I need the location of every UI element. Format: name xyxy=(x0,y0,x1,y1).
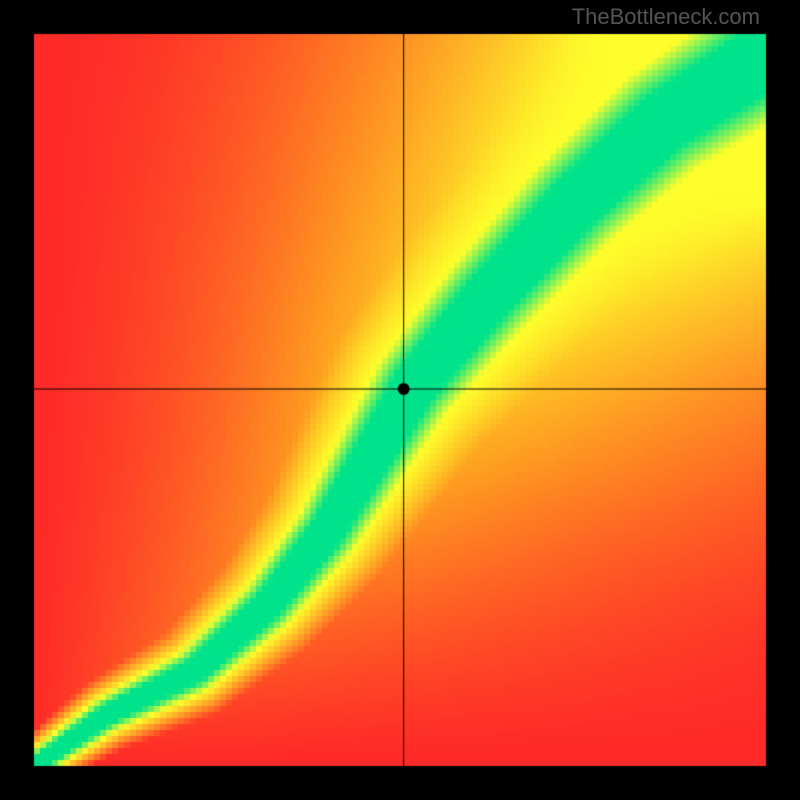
bottleneck-heatmap xyxy=(0,0,800,800)
chart-frame: TheBottleneck.com xyxy=(0,0,800,800)
